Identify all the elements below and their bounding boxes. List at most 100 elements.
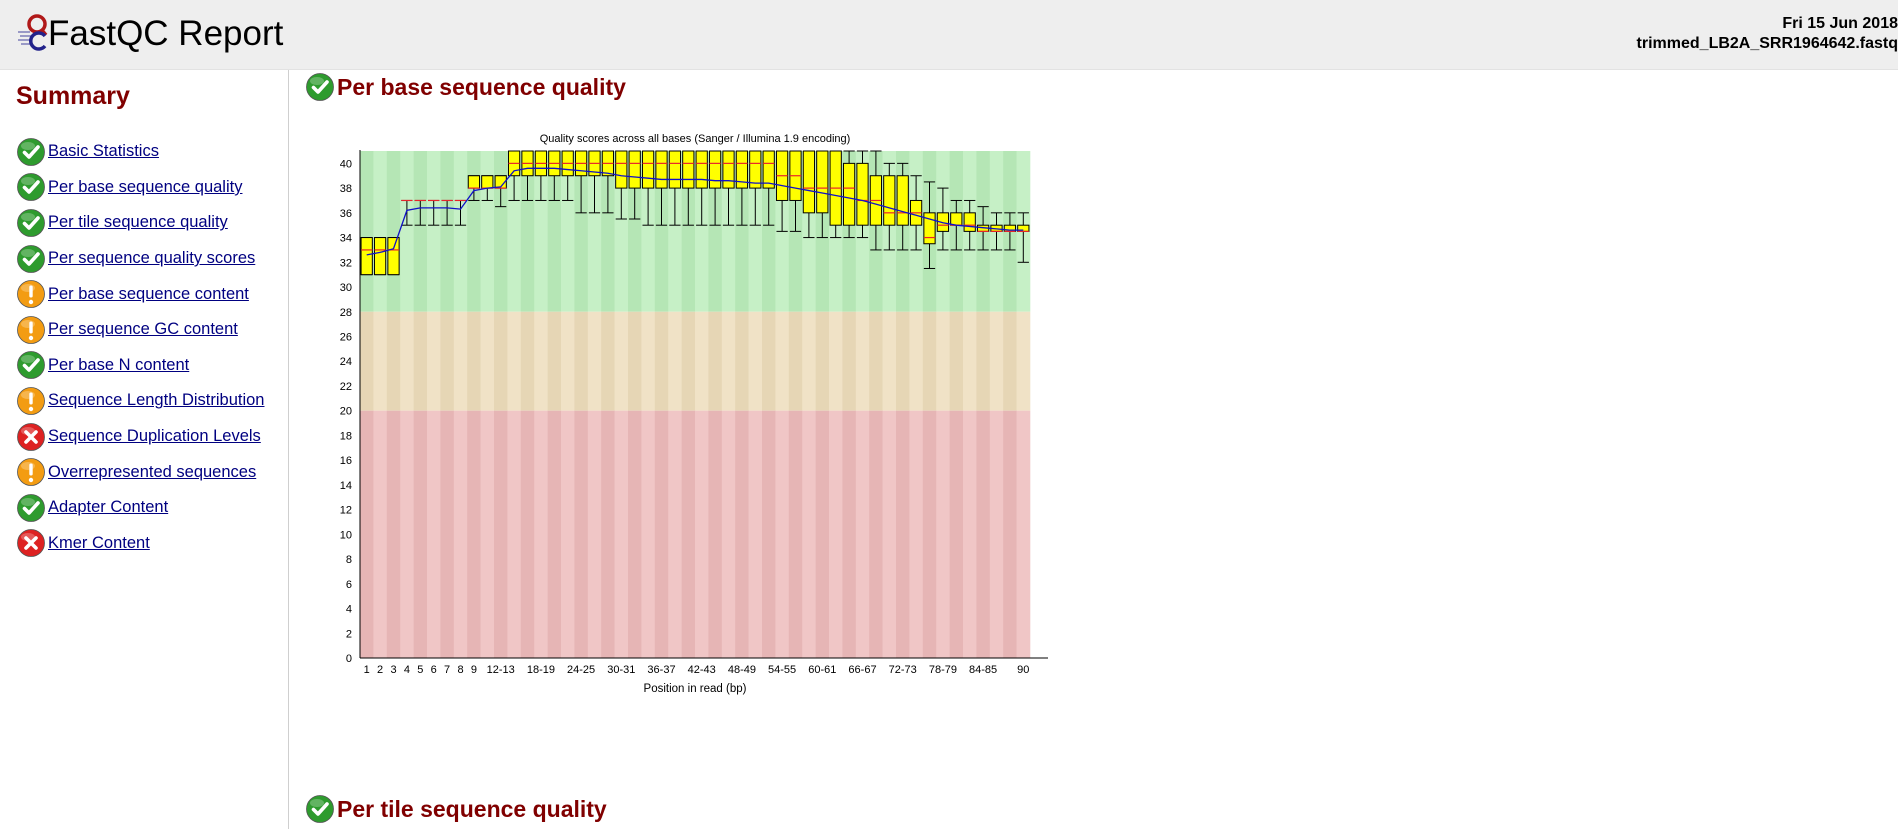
warn-icon [16,386,46,416]
zone-band-orange [360,311,374,411]
zone-band-green [614,151,629,312]
pass-icon [16,137,46,167]
summary-link[interactable]: Per tile sequence quality [48,213,228,232]
zone-band-green [654,151,669,312]
x-tick-label: 24-25 [567,664,595,676]
fail-icon [16,422,46,452]
zone-band-green [440,151,455,312]
box-iqr [628,150,641,189]
zone-band-orange [1016,311,1031,411]
summary-item: Basic Statistics [16,134,264,170]
y-tick-label: 12 [340,505,352,517]
zone-band-orange [400,311,414,411]
box-iqr [896,175,909,226]
x-axis-label: Position in read (bp) [644,683,747,695]
box-iqr [641,150,655,189]
pass-icon [16,172,46,202]
summary-link[interactable]: Sequence Length Distribution [48,391,265,410]
summary-link[interactable]: Kmer Content [48,533,150,552]
zone-band-red [400,410,414,658]
zone-band-orange [681,311,696,411]
x-tick-label: 90 [1017,664,1029,676]
zone-band-red [547,410,562,658]
zone-band-red [373,410,388,658]
zone-band-orange [735,311,749,411]
zone-band-orange [440,311,455,411]
per-base-quality-chart: 0 2 4 6 8 10 12 14 16 18 20 22 24 26 28 30 32 34 36 38 40 1 2 3… [323,126,1183,786]
zone-band-red [788,410,803,658]
mean-line [366,167,1024,256]
zone-band-green [467,151,481,312]
x-tick-label: 3 [390,664,396,676]
zone-band-orange [561,311,575,411]
y-tick-label: 28 [340,307,352,319]
zone-band-orange [802,311,816,411]
summary-link[interactable]: Per base sequence quality [48,177,243,196]
summary-link[interactable]: Sequence Duplication Levels [48,427,261,446]
zone-band-red [480,410,495,658]
zone-band-orange [467,311,481,411]
zone-band-green [601,151,615,312]
x-tick-label: 1 [364,664,370,676]
report-filename: trimmed_LB2A_SRR1964642.fastq [1636,35,1898,52]
zone-band-red [360,410,374,658]
box-iqr [963,212,976,232]
summary-link[interactable]: Basic Statistics [48,142,159,161]
zone-band-red [681,410,696,658]
box-iqr [373,237,387,276]
zone-band-green [561,151,575,312]
zone-band-red [855,410,870,658]
box-iqr [856,162,869,226]
report-main: Per base sequence quality 0 2 4 6 8 10 12 14 16 1… [289,70,1898,829]
zone-band-red [976,410,991,658]
box-iqr [923,212,936,245]
y-tick-label: 4 [346,604,352,616]
summary-link[interactable]: Per sequence GC content [48,320,238,339]
summary-link[interactable]: Per sequence quality scores [48,249,256,268]
y-tick-label: 36 [340,208,352,220]
box-iqr [735,150,749,189]
zone-band-orange [855,311,870,411]
x-tick-label: 78-79 [929,664,957,676]
zone-band-red [949,410,964,658]
zone-band-orange [386,311,401,411]
zone-band-green [628,151,642,312]
zone-band-orange [427,311,441,411]
summary-item: Sequence Duplication Levels [16,419,264,455]
zone-band-red [909,410,924,658]
box-iqr [708,150,722,189]
summary-item: Per tile sequence quality [16,205,264,241]
box-iqr [950,212,963,226]
module-heading-per-base-quality: Per base sequence quality [305,72,626,102]
module-heading-per-tile-quality: Per tile sequence quality [305,794,607,824]
zone-band-green [400,151,414,312]
x-tick-label: 48-49 [728,664,756,676]
box-iqr [655,150,668,189]
zone-band-red [654,410,669,658]
zone-band-green [681,151,696,312]
chart-title: Quality scores across all bases (Sanger … [540,133,851,145]
zone-band-orange [976,311,991,411]
zone-band-red [507,410,522,658]
zone-band-red [641,410,656,658]
app-title: FastQC Report [48,14,284,53]
y-tick-label: 32 [340,257,352,269]
zone-band-green [748,151,763,312]
summary-link[interactable]: Adapter Content [48,498,169,517]
summary-item: Per base N content [16,348,264,384]
zone-band-orange [641,311,656,411]
zone-band-orange [909,311,924,411]
zone-band-red [386,410,401,658]
zone-band-green [762,151,776,312]
zone-band-green [480,151,495,312]
summary-link[interactable]: Per base sequence content [48,284,249,303]
x-tick-label: 12-13 [487,664,515,676]
x-tick-label: 8 [457,664,463,676]
summary-link[interactable]: Overrepresented sequences [48,462,257,481]
zone-band-orange [373,311,388,411]
zone-band-red [815,410,830,658]
pass-icon [16,244,46,274]
summary-link[interactable]: Per base N content [48,355,190,374]
zone-band-red [922,410,937,658]
